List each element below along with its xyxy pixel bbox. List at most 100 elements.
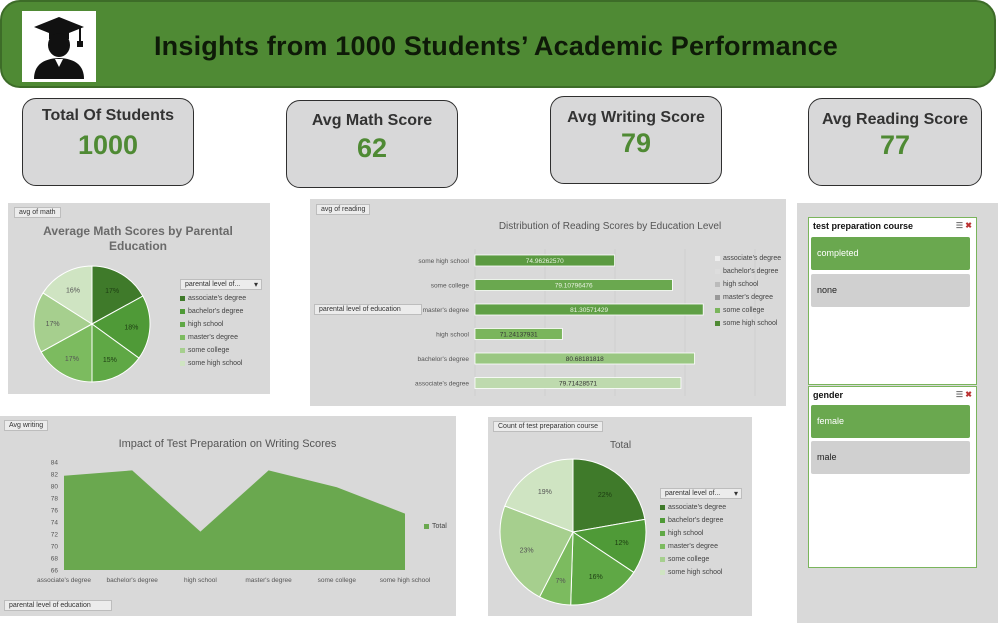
slicer-panel: test preparation course ☰ ✖ completed no… bbox=[797, 203, 998, 623]
kpi-value: 77 bbox=[879, 130, 911, 160]
legend-label: associate's degree bbox=[668, 504, 727, 511]
test-prep-pie-chart: 22% 12% 16% 7% 23% 19% bbox=[499, 458, 647, 606]
legend-label: high school bbox=[188, 321, 224, 328]
bar-0 bbox=[474, 254, 615, 267]
area-series-total bbox=[64, 470, 405, 570]
bar-1 bbox=[474, 279, 673, 291]
reading-legend: associate's degree bachelor's degree high … bbox=[715, 252, 781, 330]
pie-slice-2 bbox=[570, 531, 635, 606]
legend-filter-dropdown[interactable]: parental level of... bbox=[660, 488, 742, 499]
slice-label: 23% bbox=[520, 548, 534, 555]
legend-label: bachelor's degree bbox=[188, 308, 244, 315]
gender-slicer: gender ☰ ✖ female male bbox=[808, 386, 977, 568]
legend-label: some high school bbox=[723, 320, 778, 327]
writing-legend: Total bbox=[424, 520, 447, 533]
kpi-card-avg-reading: Avg Reading Score 77 bbox=[808, 98, 982, 186]
y-tick-label: some college bbox=[431, 283, 470, 290]
slice-label: 22% bbox=[598, 492, 612, 499]
legend-label: associate's degree bbox=[188, 295, 247, 302]
kpi-card-avg-writing: Avg Writing Score 79 bbox=[550, 96, 722, 184]
multi-select-icon[interactable]: ☰ ✖ bbox=[955, 221, 972, 230]
chart-title: Total bbox=[609, 440, 632, 451]
slicer-title: gender ☰ ✖ bbox=[809, 387, 976, 405]
chart-title: Distribution of Reading Scores by Educat… bbox=[498, 221, 722, 232]
pie-slice-0 bbox=[91, 265, 144, 325]
header-banner: Insights from 1000 Students’ Academic Pe… bbox=[0, 0, 996, 88]
y-tick-label: 66 bbox=[51, 568, 59, 575]
legend-label: some high school bbox=[188, 360, 243, 367]
prep-legend: parental level of... associate's degree b… bbox=[660, 488, 742, 579]
pie-slice-2 bbox=[91, 323, 140, 383]
legend-item: some college bbox=[660, 553, 742, 566]
clear-filter-icon[interactable]: ✖ bbox=[965, 390, 972, 399]
bar-5 bbox=[474, 377, 682, 389]
slice-label: 16% bbox=[589, 574, 603, 581]
legend-item: associate's degree bbox=[660, 501, 742, 514]
legend-swatch bbox=[715, 269, 720, 274]
x-tick-label: associate's degree bbox=[37, 577, 91, 584]
kpi-value: 1000 bbox=[77, 130, 139, 160]
pie-slice-3 bbox=[40, 323, 93, 383]
bar-2 bbox=[474, 303, 704, 316]
parental-education-filter[interactable]: parental level of education bbox=[4, 600, 112, 611]
legend-item: bachelor's degree bbox=[715, 265, 781, 278]
slice-label: 17% bbox=[46, 321, 60, 328]
legend-item: bachelor's degree bbox=[660, 514, 742, 527]
slicer-item-completed[interactable]: completed bbox=[811, 237, 970, 270]
clear-filter-icon[interactable]: ✖ bbox=[965, 221, 972, 230]
legend-swatch bbox=[180, 335, 185, 340]
legend-item: some high school bbox=[715, 317, 781, 330]
kpi-value: 79 bbox=[620, 128, 652, 158]
legend-swatch bbox=[715, 308, 720, 313]
field-tag[interactable]: avg of math bbox=[14, 207, 61, 218]
slicer-item-male[interactable]: male bbox=[811, 441, 970, 474]
slicer-item-female[interactable]: female bbox=[811, 405, 970, 438]
legend-filter-dropdown[interactable]: parental level of... bbox=[180, 279, 262, 290]
pie-slice-0 bbox=[572, 458, 646, 533]
bar-data-label: 71.24137931 bbox=[500, 332, 538, 339]
y-tick-label: bachelor's degree bbox=[418, 356, 470, 363]
legend-item: some college bbox=[715, 304, 781, 317]
kpi-value: 62 bbox=[356, 133, 388, 163]
writing-test-prep-panel: Avg writing Impact of Test Preparation o… bbox=[0, 416, 456, 616]
field-tag[interactable]: avg of reading bbox=[316, 204, 371, 215]
x-tick-label: high school bbox=[184, 577, 217, 584]
legend-label: some college bbox=[188, 347, 230, 354]
bar-4 bbox=[474, 352, 695, 365]
kpi-label: Avg Reading Score bbox=[821, 111, 969, 128]
test-prep-count-panel: Count of test preparation course Total 2… bbox=[488, 417, 752, 616]
slice-label: 17% bbox=[65, 356, 79, 363]
pie-slice-5 bbox=[42, 265, 93, 325]
legend-label: master's degree bbox=[723, 294, 773, 301]
x-tick-label: master's degree bbox=[245, 577, 292, 584]
legend-swatch bbox=[424, 524, 429, 529]
field-tag[interactable]: Count of test preparation course bbox=[493, 421, 604, 432]
y-tick-label: 80 bbox=[51, 484, 59, 491]
x-tick-label: some college bbox=[318, 577, 357, 584]
slicer-item-none[interactable]: none bbox=[811, 274, 970, 307]
pie-slice-4 bbox=[499, 505, 574, 598]
slice-label: 12% bbox=[615, 540, 629, 547]
chart-title: Average Math Scores by Parental Educatio… bbox=[43, 224, 233, 253]
legend-swatch bbox=[180, 348, 185, 353]
slice-label: 7% bbox=[555, 578, 565, 585]
legend-item: Total bbox=[424, 520, 447, 533]
field-tag[interactable]: Avg writing bbox=[4, 420, 49, 431]
multi-select-icon[interactable]: ☰ ✖ bbox=[955, 390, 972, 399]
kpi-label: Total Of Students bbox=[41, 107, 175, 124]
legend-swatch bbox=[660, 505, 665, 510]
math-by-parental-education-panel: avg of math Average Math Scores by Paren… bbox=[8, 203, 270, 394]
test-prep-slicer: test preparation course ☰ ✖ completed no… bbox=[808, 217, 977, 385]
legend-swatch bbox=[660, 557, 665, 562]
kpi-label: Avg Writing Score bbox=[567, 109, 705, 126]
legend-label: bachelor's degree bbox=[723, 268, 779, 275]
slice-label: 19% bbox=[538, 489, 552, 496]
legend-item: high school bbox=[180, 318, 262, 331]
slice-label: 17% bbox=[105, 288, 119, 295]
chart-title: Impact of Test Preparation on Writing Sc… bbox=[118, 438, 337, 450]
slicer-title-text: gender bbox=[813, 390, 844, 400]
page-title: Insights from 1000 Students’ Academic Pe… bbox=[153, 31, 839, 61]
legend-swatch bbox=[180, 309, 185, 314]
legend-swatch bbox=[715, 321, 720, 326]
parental-education-filter[interactable]: parental level of education bbox=[314, 304, 422, 315]
